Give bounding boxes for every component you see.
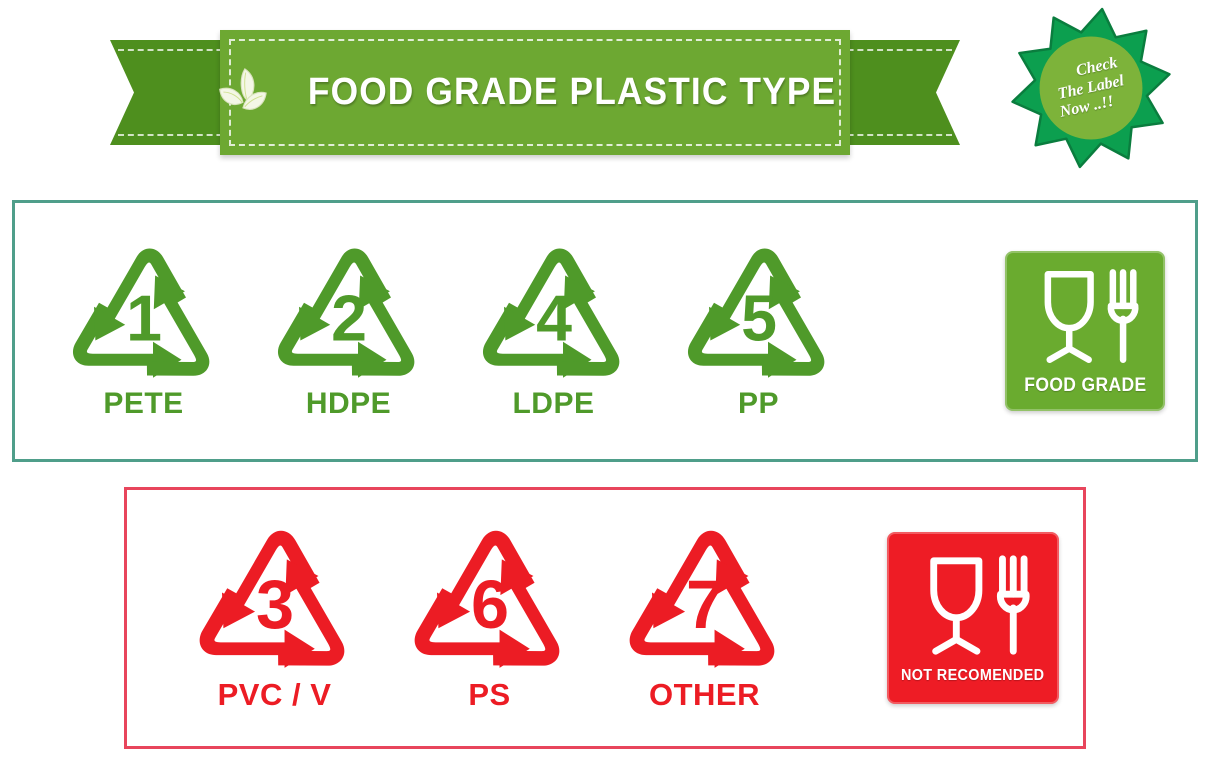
recycling-symbol-list: 1 PETE 2 HDPE 4 LDPE 5 PP [41, 241, 861, 421]
recycling-symbol-list: 3 PVC / V 6 PS 7 OTHER [167, 523, 812, 713]
plastic-type-label: HDPE [305, 387, 392, 420]
banner-title: FOOD GRADE PLASTIC TYPE [307, 71, 837, 113]
plastic-type-ldpe[interactable]: 4 LDPE [451, 241, 656, 421]
resin-number: 4 [536, 282, 572, 354]
plastic-type-pp[interactable]: 5 PP [656, 241, 861, 421]
resin-number: 6 [470, 566, 508, 643]
check-the-label-badge[interactable]: Check The Label Now ..!! [1008, 5, 1174, 171]
leaf-icon [219, 67, 267, 110]
recycling-triangle-icon: 6 [414, 530, 559, 668]
stitch-line [118, 134, 252, 136]
stitch-line [118, 49, 252, 51]
plastic-type-pete[interactable]: 1 PETE [41, 241, 246, 421]
plastic-type-label: PS [468, 677, 511, 712]
plastic-type-label: LDPE [512, 387, 595, 420]
banner-center-band: FOOD GRADE PLASTIC TYPE [219, 30, 850, 155]
resin-number: 1 [126, 282, 162, 354]
resin-number: 5 [741, 282, 777, 354]
plastic-type-label: PVC / V [217, 677, 332, 712]
plastic-type-label: PETE [103, 387, 184, 420]
recycling-triangle-icon: 5 [687, 248, 824, 378]
food-grade-safe-panel: 1 PETE 2 HDPE 4 LDPE 5 PP FOOD GRADE [12, 200, 1198, 462]
glass-and-fork-icon [1044, 269, 1139, 363]
stitch-line [818, 134, 952, 136]
food-grade-stamp-label: FOOD GRADE [1023, 375, 1147, 396]
food-grade-stamp[interactable]: FOOD GRADE [1005, 251, 1165, 411]
plastic-type-hdpe[interactable]: 2 HDPE [246, 241, 451, 421]
banner-inner-frame: FOOD GRADE PLASTIC TYPE [219, 39, 841, 146]
recycling-triangle-icon: 7 [629, 530, 774, 668]
not-recommended-stamp-label: NOT RECOMENDED [901, 667, 1045, 684]
recycling-triangle-icon: 2 [277, 248, 414, 378]
stitch-line [818, 49, 952, 51]
plastic-type-ps[interactable]: 6 PS [382, 523, 597, 713]
resin-number: 3 [255, 566, 293, 643]
not-recommended-stamp[interactable]: NOT RECOMENDED [887, 532, 1059, 704]
recycling-triangle-icon: 1 [72, 248, 209, 378]
glass-and-fork-icon [930, 555, 1030, 655]
resin-number: 2 [331, 282, 367, 354]
recycling-triangle-icon: 3 [199, 530, 344, 668]
title-banner: FOOD GRADE PLASTIC TYPE [110, 30, 960, 155]
starburst-icon [1011, 7, 1171, 169]
plastic-type-label: OTHER [649, 677, 760, 712]
plastic-type-label: PP [737, 387, 780, 420]
recycling-triangle-icon: 4 [482, 248, 619, 378]
resin-number: 7 [685, 566, 723, 643]
not-recommended-panel: 3 PVC / V 6 PS 7 OTHER NOT RECOMENDED [124, 487, 1086, 749]
plastic-type-pvc-v[interactable]: 3 PVC / V [167, 523, 382, 713]
plastic-type-other[interactable]: 7 OTHER [597, 523, 812, 713]
